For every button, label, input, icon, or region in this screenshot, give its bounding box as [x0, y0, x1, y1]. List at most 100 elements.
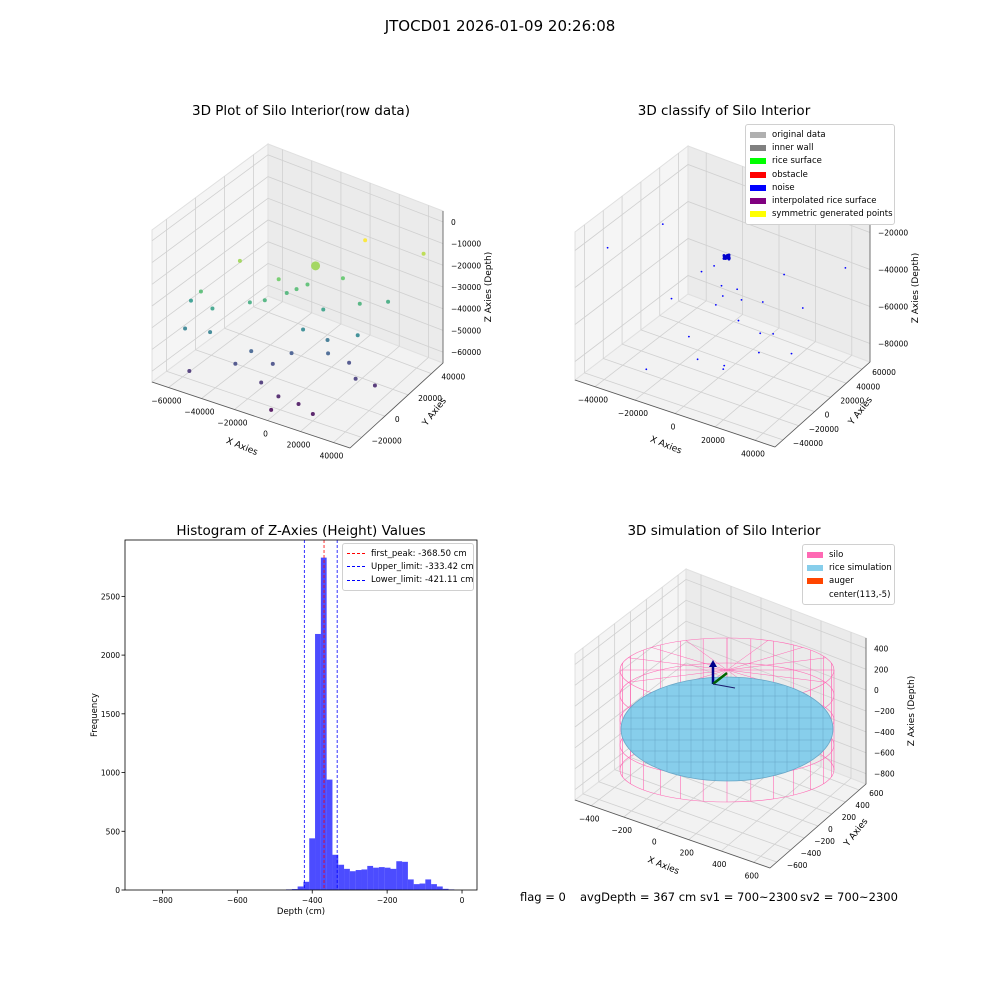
histogram-bar [431, 884, 437, 890]
raw-data-point [259, 380, 264, 385]
raw-data-point [325, 337, 330, 342]
legend-swatch [750, 198, 766, 205]
raw-data-point [310, 411, 315, 416]
classify-grid-y [584, 372, 784, 441]
histogram-bar [367, 865, 374, 890]
classify-y-tick-label: 60000 [872, 368, 896, 377]
silo-roof-spoke [628, 669, 728, 683]
sim-z-tick-label: −800 [874, 770, 895, 779]
raw-data-point [311, 261, 321, 271]
status-sv1: sv1 = 700~2300 [700, 890, 798, 904]
raw-data-point [208, 330, 213, 335]
sim-grid-z [574, 620, 867, 707]
legend-label: interpolated rice surface [772, 196, 877, 207]
raw-data-point [183, 326, 188, 331]
sim-x-tick-label: 0 [652, 837, 657, 846]
legend-label: rice surface [772, 156, 822, 167]
center-x-arrow [712, 683, 736, 689]
classify-y-tick-label: 20000 [840, 396, 864, 405]
legend-item: Upper_limit: -333.42 cm [347, 560, 474, 573]
classify-z-tick-label: −20000 [878, 229, 908, 238]
legend-label: obstacle [772, 169, 808, 180]
silo-roof-spoke [726, 640, 769, 671]
raw-y-axis-line [349, 362, 444, 449]
figure-title: JTOCD01 2026-01-09 20:26:08 [384, 17, 616, 35]
classify-x-tick-label: 0 [671, 423, 676, 432]
raw-data-point [321, 307, 326, 312]
noise-point [722, 368, 725, 370]
noise-point [645, 368, 648, 371]
noise-point [723, 364, 726, 367]
raw-data-point [340, 276, 345, 281]
x-tick-label: −200 [377, 896, 398, 905]
raw-grid-z [151, 154, 444, 242]
histogram-bar [326, 779, 333, 890]
raw-z-tick-label: 0 [451, 218, 456, 227]
classify-y-tick-label: 40000 [856, 382, 880, 391]
sim-x-tick-label: −200 [611, 826, 632, 835]
noise-cluster-point [722, 254, 726, 257]
classify-grid-x [594, 300, 707, 388]
x-tick-label: 0 [460, 896, 465, 905]
y-axis-label: Frequency [90, 693, 100, 737]
raw-grid-y [253, 306, 432, 374]
raw-data-point [357, 301, 362, 306]
silo-roof-spoke [726, 657, 826, 671]
histogram-bar [291, 889, 298, 890]
raw-grid-y [195, 349, 386, 417]
classify-grid-y [678, 300, 863, 370]
raw-x-axis-line [151, 381, 351, 449]
classify-plot-title: 3D classify of Silo Interior [637, 103, 811, 119]
noise-point [783, 273, 785, 276]
sim-y-tick-label: 200 [842, 813, 857, 822]
raw-data-point [276, 394, 281, 399]
panel-histogram: −800 −600 −400 −200 0 0 500 1000 1500 2000 2500 Dep… [90, 539, 478, 917]
noise-point [790, 352, 793, 355]
sim-grid-y [614, 769, 805, 839]
raw-data-point [269, 407, 274, 412]
sim-grid-y [598, 781, 791, 851]
noise-point [713, 265, 715, 267]
legend-label: rice simulation [829, 562, 892, 573]
histogram-bar [390, 868, 397, 890]
legend-item: rice simulation [807, 561, 892, 574]
classify-z-tick-label: −40000 [878, 266, 908, 275]
silo-roof-spoke [726, 647, 803, 671]
raw-grid-z [151, 197, 444, 285]
classify-z-axis-label: Z Axies (Depth) [911, 253, 921, 324]
legend-label: first_peak: -368.50 cm [371, 548, 467, 559]
sim-y-tick-label: 0 [828, 825, 833, 834]
simulation-title: 3D simulation of Silo Interior [627, 523, 821, 539]
raw-x-tick-label: −20000 [217, 419, 247, 428]
raw-data-point [247, 300, 252, 305]
panel-simulation: −400 −200 0 200 400 600 −600 −400 −200 0 200 400 600… [573, 567, 917, 880]
raw-data-point [210, 306, 215, 311]
histogram-bar [349, 871, 356, 890]
raw-x-tick-label: 20000 [287, 441, 311, 450]
raw-data-point [188, 298, 193, 303]
raw-data-point [233, 361, 238, 366]
noise-point [759, 332, 762, 335]
legend-label: auger [829, 576, 854, 587]
histogram-bar [373, 867, 379, 890]
raw-grid-x [201, 312, 312, 399]
histogram-bar [407, 879, 414, 890]
histogram-legend: first_peak: -368.50 cm Upper_limit: -333.… [342, 543, 474, 591]
histogram-bar [425, 879, 432, 890]
classify-y-tick-label: 0 [825, 411, 830, 420]
legend-item: inner wall [750, 141, 890, 154]
raw-data-point [353, 376, 358, 381]
sim-y-tick-label: 600 [869, 789, 884, 798]
histogram-bar [355, 870, 362, 890]
raw-grid-x [267, 334, 371, 421]
legend-label: Upper_limit: -333.42 cm [371, 561, 474, 572]
raw-z-tick-label: −30000 [451, 283, 481, 292]
center-z-arrow-head [709, 660, 717, 667]
legend-label: Lower_limit: -421.11 cm [371, 575, 474, 586]
legend-swatch [750, 144, 766, 151]
raw-z-axis-label: Z Axies (Depth) [484, 252, 494, 323]
noise-point [696, 358, 699, 361]
legend-item: first_peak: -368.50 cm [347, 547, 469, 560]
y-tick-label: 2500 [101, 592, 120, 601]
histogram-bar [442, 888, 449, 890]
